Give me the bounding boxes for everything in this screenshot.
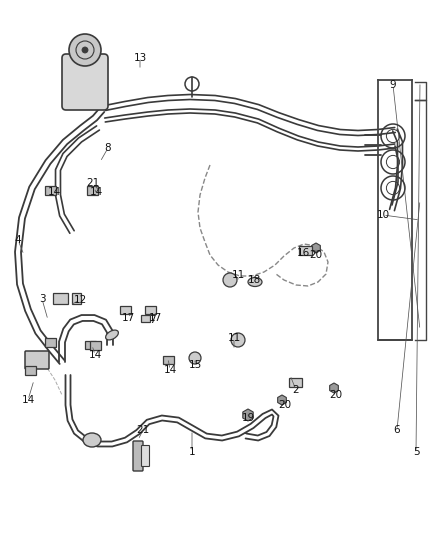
- FancyBboxPatch shape: [133, 441, 143, 471]
- FancyBboxPatch shape: [289, 377, 301, 386]
- FancyBboxPatch shape: [62, 54, 108, 110]
- FancyBboxPatch shape: [71, 293, 81, 303]
- FancyBboxPatch shape: [25, 351, 49, 369]
- Text: 14: 14: [21, 395, 35, 405]
- Text: 20: 20: [309, 250, 322, 260]
- Text: 14: 14: [89, 187, 102, 197]
- Text: 5: 5: [413, 447, 419, 457]
- FancyBboxPatch shape: [145, 306, 155, 314]
- Text: 13: 13: [134, 53, 147, 63]
- Polygon shape: [330, 383, 338, 393]
- Text: 3: 3: [39, 294, 45, 304]
- Text: 21: 21: [136, 425, 150, 435]
- Text: 12: 12: [74, 295, 87, 305]
- Text: 11: 11: [227, 333, 240, 343]
- Circle shape: [223, 273, 237, 287]
- FancyBboxPatch shape: [299, 246, 311, 254]
- Text: 19: 19: [241, 413, 254, 423]
- FancyBboxPatch shape: [86, 185, 98, 195]
- Text: 10: 10: [376, 210, 389, 220]
- FancyBboxPatch shape: [141, 314, 149, 321]
- Ellipse shape: [248, 278, 262, 287]
- Text: 7: 7: [148, 315, 155, 325]
- FancyBboxPatch shape: [120, 306, 131, 314]
- FancyBboxPatch shape: [141, 446, 149, 466]
- Polygon shape: [243, 409, 253, 421]
- Circle shape: [189, 352, 201, 364]
- Text: 20: 20: [329, 390, 343, 400]
- Ellipse shape: [106, 330, 118, 340]
- Text: 20: 20: [279, 400, 292, 410]
- FancyBboxPatch shape: [162, 356, 173, 364]
- Text: 17: 17: [121, 313, 134, 323]
- FancyBboxPatch shape: [25, 366, 35, 375]
- Polygon shape: [312, 243, 320, 253]
- Text: 14: 14: [88, 350, 102, 360]
- Ellipse shape: [83, 433, 101, 447]
- Text: 14: 14: [163, 365, 177, 375]
- FancyBboxPatch shape: [85, 341, 95, 349]
- Text: 6: 6: [394, 425, 400, 435]
- Text: 16: 16: [297, 248, 310, 258]
- Text: 15: 15: [188, 360, 201, 370]
- Circle shape: [69, 34, 101, 66]
- Text: 2: 2: [293, 385, 299, 395]
- Polygon shape: [278, 395, 286, 405]
- FancyBboxPatch shape: [53, 293, 67, 303]
- FancyBboxPatch shape: [45, 185, 56, 195]
- Text: 17: 17: [148, 313, 162, 323]
- FancyBboxPatch shape: [45, 337, 56, 346]
- FancyBboxPatch shape: [89, 341, 100, 350]
- Text: 21: 21: [86, 178, 99, 188]
- Text: 14: 14: [47, 187, 60, 197]
- Text: 1: 1: [189, 447, 195, 457]
- Text: 11: 11: [231, 270, 245, 280]
- Text: 8: 8: [105, 143, 111, 153]
- Circle shape: [231, 333, 245, 347]
- Text: 9: 9: [390, 80, 396, 90]
- Text: 18: 18: [247, 275, 261, 285]
- Text: 4: 4: [15, 235, 21, 245]
- Circle shape: [82, 47, 88, 53]
